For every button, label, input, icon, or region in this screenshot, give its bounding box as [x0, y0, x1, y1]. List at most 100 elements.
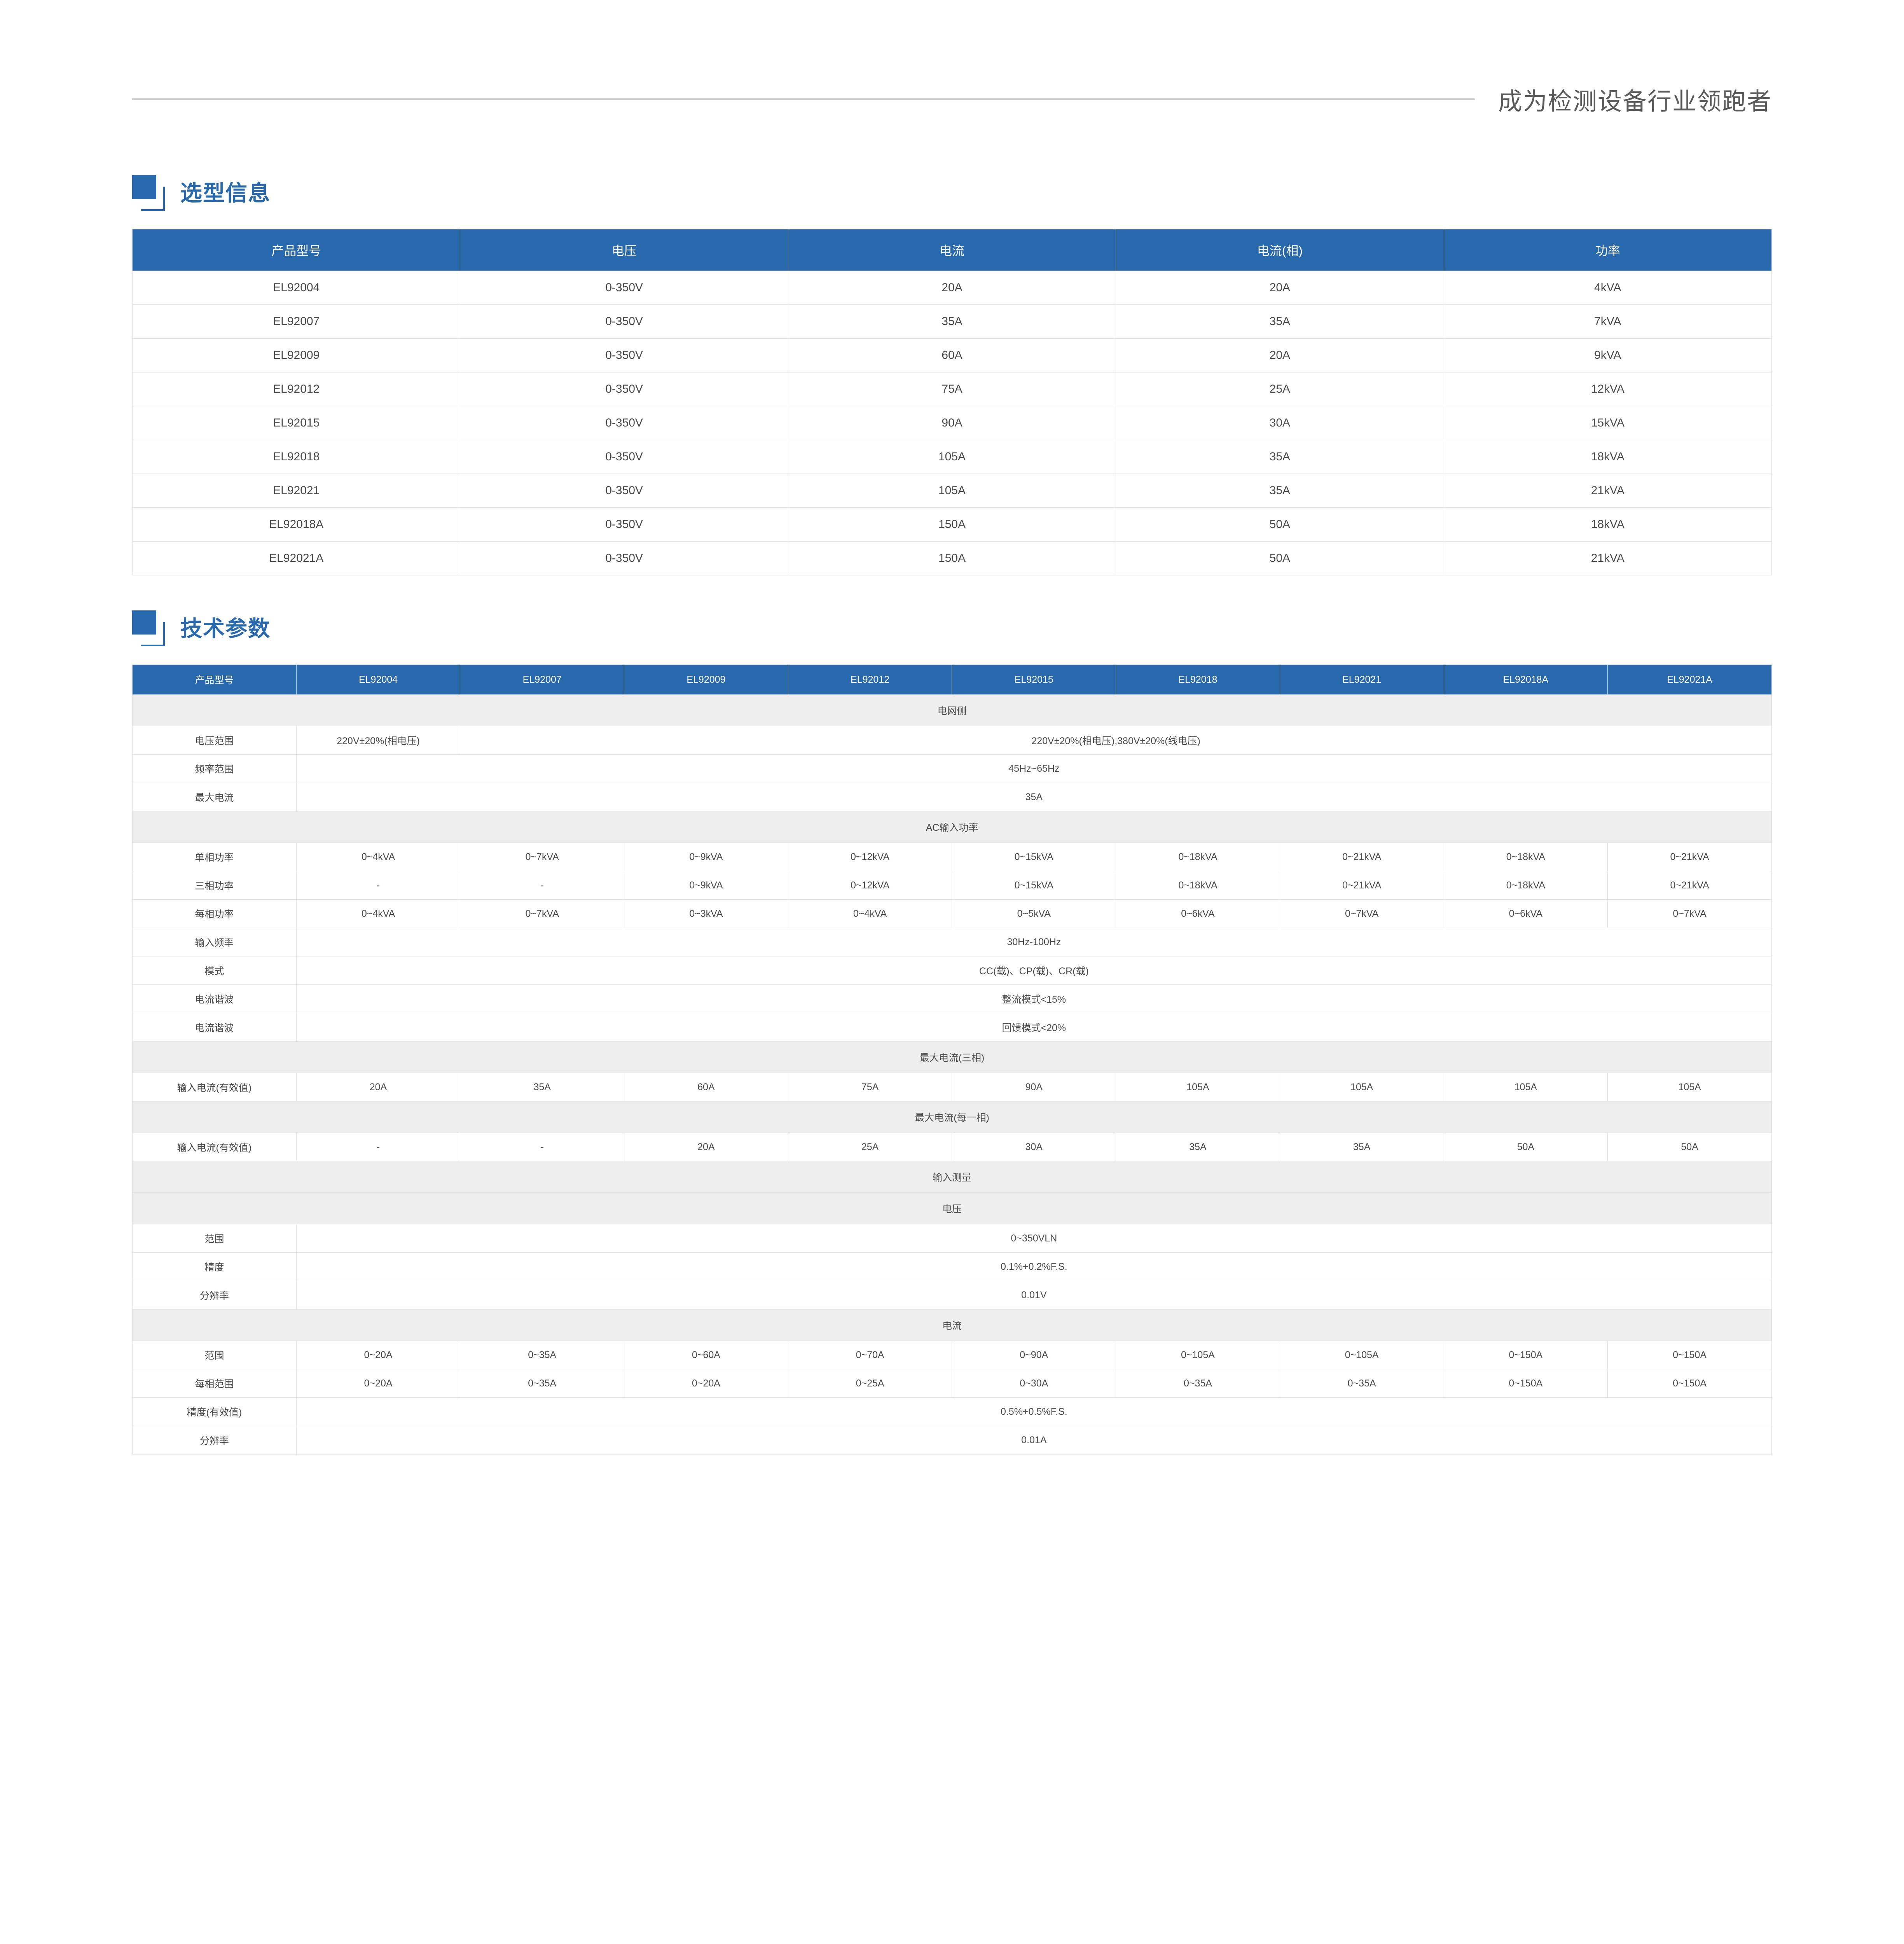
- section1-icon: [132, 175, 165, 208]
- table2-cell-23-2: 0~20A: [624, 1369, 788, 1398]
- section2-title: 技术参数: [180, 611, 271, 643]
- table2-header-9: EL92021A: [1608, 665, 1772, 695]
- table2-single-value-19: 0.1%+0.2%F.S.: [296, 1253, 1771, 1281]
- page-header-title: 成为检测设备行业领跑者: [1498, 82, 1772, 117]
- table2-header-8: EL92018A: [1444, 665, 1608, 695]
- table2-cell-13-5: 105A: [1116, 1073, 1280, 1101]
- table2-cell-23-3: 0~25A: [788, 1369, 952, 1398]
- table2-header-4: EL92012: [788, 665, 952, 695]
- table2-cell-15-6: 35A: [1280, 1133, 1444, 1161]
- table2-row-label-23: 每相范围: [133, 1369, 297, 1398]
- table2-header-row: 产品型号 EL92004 EL92007 EL92009 EL92012 EL92015 E…: [133, 665, 1772, 695]
- table2-row-label-7: 每相功率: [133, 900, 297, 928]
- table2-cell-6-0: -: [296, 871, 460, 900]
- table1-row: EL92021A 0-350V 150A 50A 21kVA: [133, 542, 1772, 575]
- table2-row-25: 分辨率 0.01A: [133, 1426, 1772, 1455]
- table1-cell-8-3: 50A: [1116, 542, 1444, 575]
- table2-header-3: EL92009: [624, 665, 788, 695]
- table1-cell-4-1: 0-350V: [460, 406, 788, 440]
- table1-cell-3-1: 0-350V: [460, 372, 788, 406]
- table1-cell-7-2: 150A: [788, 508, 1116, 542]
- table1-header-row: 产品型号 电压 电流 电流(相) 功率: [133, 229, 1772, 271]
- table2-row-4: AC输入功率: [133, 811, 1772, 843]
- table2-row-label-22: 范围: [133, 1341, 297, 1369]
- table2-cell-7-4: 0~5kVA: [952, 900, 1116, 928]
- table2-cell-13-8: 105A: [1608, 1073, 1772, 1101]
- table2-cell-23-8: 0~150A: [1608, 1369, 1772, 1398]
- section2-title-block: 技术参数: [132, 610, 1772, 643]
- table2-header-6: EL92018: [1116, 665, 1280, 695]
- table1-cell-1-3: 35A: [1116, 305, 1444, 339]
- table1-row: EL92012 0-350V 75A 25A 12kVA: [133, 372, 1772, 406]
- table1-cell-2-4: 9kVA: [1444, 339, 1771, 372]
- table2-row-label-8: 输入频率: [133, 928, 297, 956]
- table2-cell-5-6: 0~21kVA: [1280, 843, 1444, 871]
- table1-cell-7-1: 0-350V: [460, 508, 788, 542]
- table2-row-12: 最大电流(三相): [133, 1042, 1772, 1073]
- table1-cell-5-0: EL92018: [133, 440, 460, 474]
- table2-cell-13-1: 35A: [460, 1073, 624, 1101]
- table1-cell-6-3: 35A: [1116, 474, 1444, 508]
- table1-cell-8-4: 21kVA: [1444, 542, 1771, 575]
- table2-header-0: 产品型号: [133, 665, 297, 695]
- table1-row: EL92018A 0-350V 150A 50A 18kVA: [133, 508, 1772, 542]
- table2-cell-15-7: 50A: [1444, 1133, 1608, 1161]
- section2-icon: [132, 610, 165, 643]
- table1-cell-8-1: 0-350V: [460, 542, 788, 575]
- table2-row-13: 输入电流(有效值) 20A 35A 60A 75A 90A 105A 105A 105A 105A: [133, 1073, 1772, 1101]
- table1-cell-6-1: 0-350V: [460, 474, 788, 508]
- table2-row-10: 电流谐波 整流模式<15%: [133, 985, 1772, 1013]
- table2-cell-22-8: 0~150A: [1608, 1341, 1772, 1369]
- table1-cell-5-4: 18kVA: [1444, 440, 1771, 474]
- table2-row-label-24: 精度(有效值): [133, 1398, 297, 1426]
- table2-cell-6-5: 0~18kVA: [1116, 871, 1280, 900]
- table2-cell-6-2: 0~9kVA: [624, 871, 788, 900]
- table2-row-label-2: 频率范围: [133, 755, 297, 783]
- table2-cell-13-0: 20A: [296, 1073, 460, 1101]
- table1-row: EL92007 0-350V 35A 35A 7kVA: [133, 305, 1772, 339]
- table2-row-label-18: 范围: [133, 1224, 297, 1253]
- table2-row-19: 精度 0.1%+0.2%F.S.: [133, 1253, 1772, 1281]
- table2-cell-15-2: 20A: [624, 1133, 788, 1161]
- table2-row-8: 输入频率 30Hz-100Hz: [133, 928, 1772, 956]
- table1-header-0: 产品型号: [133, 229, 460, 271]
- table1-cell-0-0: EL92004: [133, 271, 460, 305]
- table2-section-label-12: 最大电流(三相): [133, 1042, 1772, 1073]
- table2-cell-6-1: -: [460, 871, 624, 900]
- table1-header-2: 电流: [788, 229, 1116, 271]
- table2-row-2: 频率范围 45Hz~65Hz: [133, 755, 1772, 783]
- table2-single-value-8: 30Hz-100Hz: [296, 928, 1771, 956]
- table1-row: EL92021 0-350V 105A 35A 21kVA: [133, 474, 1772, 508]
- table2-cell-7-7: 0~6kVA: [1444, 900, 1608, 928]
- table2-cell-7-8: 0~7kVA: [1608, 900, 1772, 928]
- table2-single-value-9: CC(载)、CP(载)、CR(载): [296, 956, 1771, 985]
- table2-row-label-6: 三相功率: [133, 871, 297, 900]
- table1-cell-4-2: 90A: [788, 406, 1116, 440]
- table1-cell-2-0: EL92009: [133, 339, 460, 372]
- table1-cell-5-3: 35A: [1116, 440, 1444, 474]
- table2-row-label-20: 分辨率: [133, 1281, 297, 1309]
- table2-cell-15-1: -: [460, 1133, 624, 1161]
- table2-cell-7-3: 0~4kVA: [788, 900, 952, 928]
- table2-row-label-1: 电压范围: [133, 726, 297, 755]
- table1-cell-2-3: 20A: [1116, 339, 1444, 372]
- table2-single-value-24: 0.5%+0.5%F.S.: [296, 1398, 1771, 1426]
- table2-header-1: EL92004: [296, 665, 460, 695]
- table1-cell-2-1: 0-350V: [460, 339, 788, 372]
- table2-cell-7-0: 0~4kVA: [296, 900, 460, 928]
- table2-section-label-4: AC输入功率: [133, 811, 1772, 843]
- table1-cell-3-2: 75A: [788, 372, 1116, 406]
- table2-cell-15-8: 50A: [1608, 1133, 1772, 1161]
- table2-cell-22-4: 0~90A: [952, 1341, 1116, 1369]
- table2-row-7: 每相功率 0~4kVA 0~7kVA 0~3kVA 0~4kVA 0~5kVA 0~6kVA…: [133, 900, 1772, 928]
- section-icon-outline-square-2: [141, 622, 165, 646]
- table2-cell-15-0: -: [296, 1133, 460, 1161]
- table2-row-18: 范围 0~350VLN: [133, 1224, 1772, 1253]
- document-page: 成为检测设备行业领跑者 选型信息 产品型号 电压 电流 电流(相) 功率 EL9…: [0, 0, 1904, 1944]
- table1-cell-6-4: 21kVA: [1444, 474, 1771, 508]
- table2-header-7: EL92021: [1280, 665, 1444, 695]
- table1-row: EL92015 0-350V 90A 30A 15kVA: [133, 406, 1772, 440]
- table2-cell-22-1: 0~35A: [460, 1341, 624, 1369]
- table2-cell-5-7: 0~18kVA: [1444, 843, 1608, 871]
- table1-cell-0-2: 20A: [788, 271, 1116, 305]
